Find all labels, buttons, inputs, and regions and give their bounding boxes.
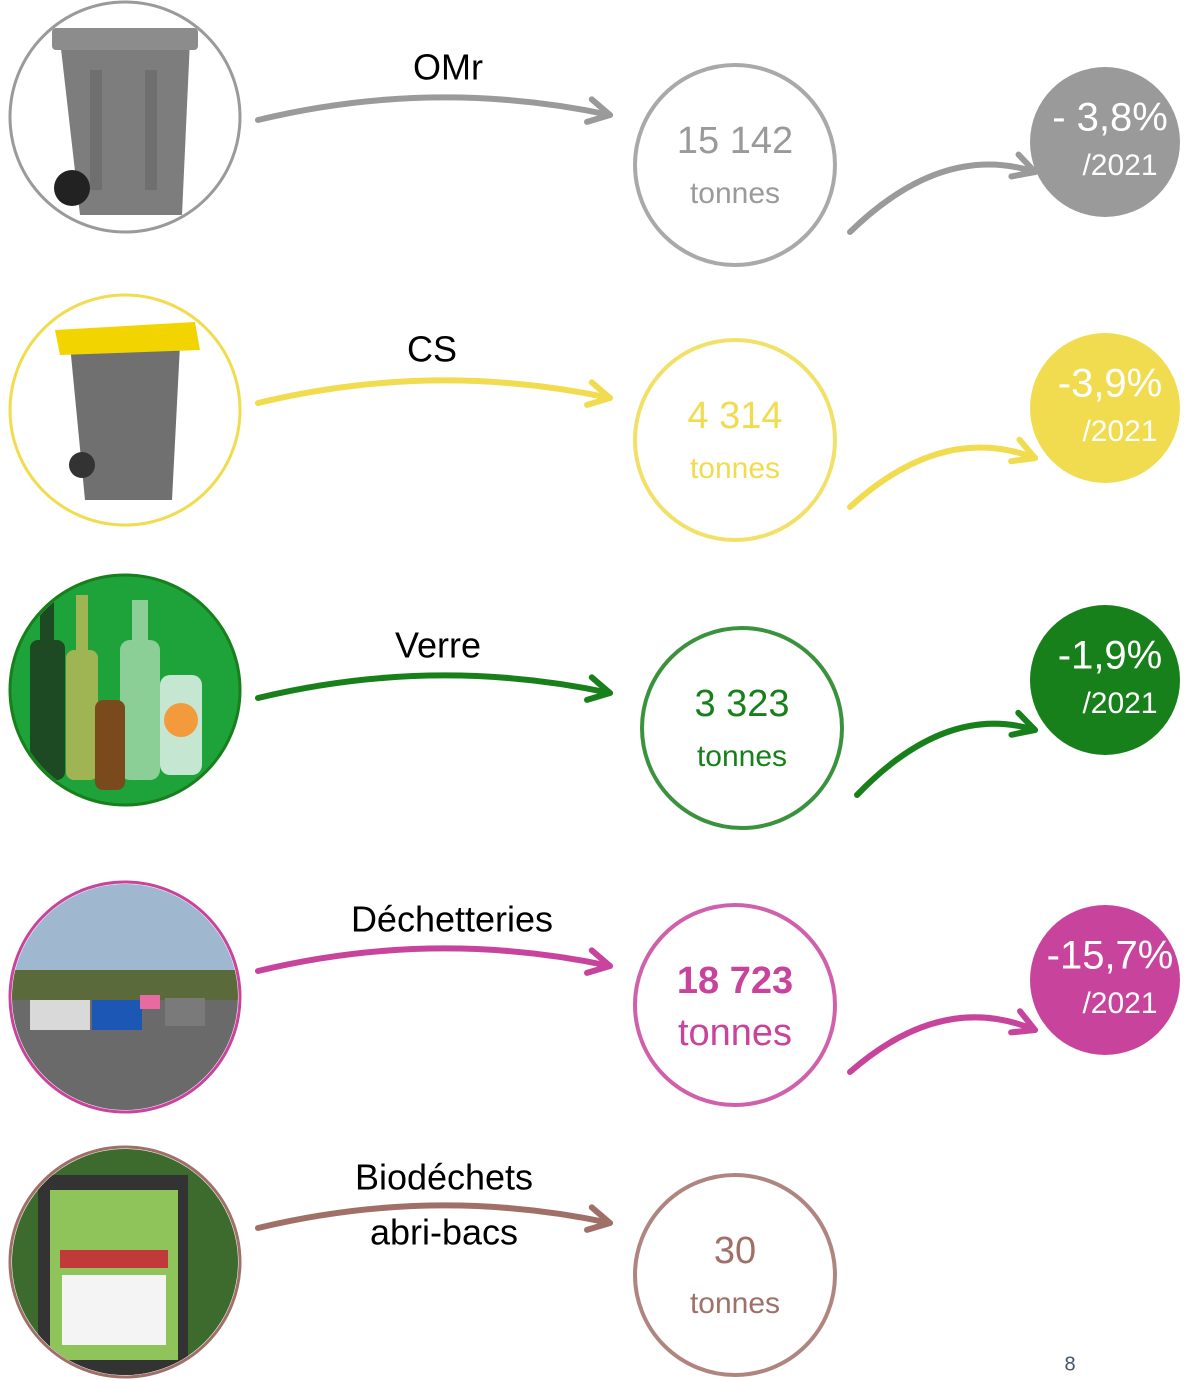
icon-grey-bin <box>10 2 240 232</box>
flow-label: CS <box>407 329 457 370</box>
amount-ring <box>635 65 835 265</box>
unit: tonnes <box>690 177 780 210</box>
icon-bottles <box>10 575 240 805</box>
amount-ring <box>635 340 835 540</box>
amount: 18 723 <box>677 960 793 1002</box>
arrow <box>850 447 1035 507</box>
unit: tonnes <box>690 452 780 485</box>
arrow <box>258 97 610 120</box>
change: - 3,8% <box>1052 96 1168 140</box>
icon-dechetterie <box>0 880 250 1120</box>
reference: /2021 <box>1082 987 1157 1020</box>
arrow <box>258 380 610 403</box>
change: -3,9% <box>1058 362 1163 406</box>
infographic: 8 OMr 15 142 tonnes - 3,8% /2021 CS 4 314 tonne… <box>0 0 1196 1381</box>
unit: tonnes <box>697 740 787 773</box>
change: -15,7% <box>1047 934 1174 978</box>
icon-yellow-bin <box>10 295 240 525</box>
flow-label: Déchetteries <box>351 899 553 940</box>
flow-label: OMr <box>413 47 483 88</box>
amount-ring <box>642 628 842 828</box>
amount: 15 142 <box>677 120 793 162</box>
icon-abri-bac <box>0 1147 250 1377</box>
change-badge <box>1030 905 1180 1055</box>
amount-ring <box>635 1175 835 1375</box>
amount: 3 323 <box>694 683 789 725</box>
unit: tonnes <box>678 1012 792 1054</box>
flow-label: abri-bacs <box>370 1212 518 1253</box>
arrow <box>258 675 610 698</box>
flow-label: Biodéchets <box>355 1157 533 1198</box>
arrow <box>258 948 610 971</box>
amount: 4 314 <box>687 395 782 437</box>
arrow <box>850 1017 1035 1072</box>
change-badge <box>1030 333 1180 483</box>
arrow <box>850 165 1035 233</box>
amount-ring <box>635 905 835 1105</box>
page: 8 OMr 15 142 tonnes - 3,8% /2021 CS 4 314 tonne… <box>0 0 1196 1381</box>
change-badge <box>1030 67 1180 217</box>
page-number: 8 <box>1064 1353 1075 1375</box>
change-badge <box>1030 605 1180 755</box>
reference: /2021 <box>1082 687 1157 720</box>
unit: tonnes <box>690 1287 780 1320</box>
arrow <box>857 724 1035 795</box>
flow-label: Verre <box>395 625 481 666</box>
amount: 30 <box>714 1230 756 1272</box>
change: -1,9% <box>1058 634 1163 678</box>
reference: /2021 <box>1082 149 1157 182</box>
reference: /2021 <box>1082 415 1157 448</box>
